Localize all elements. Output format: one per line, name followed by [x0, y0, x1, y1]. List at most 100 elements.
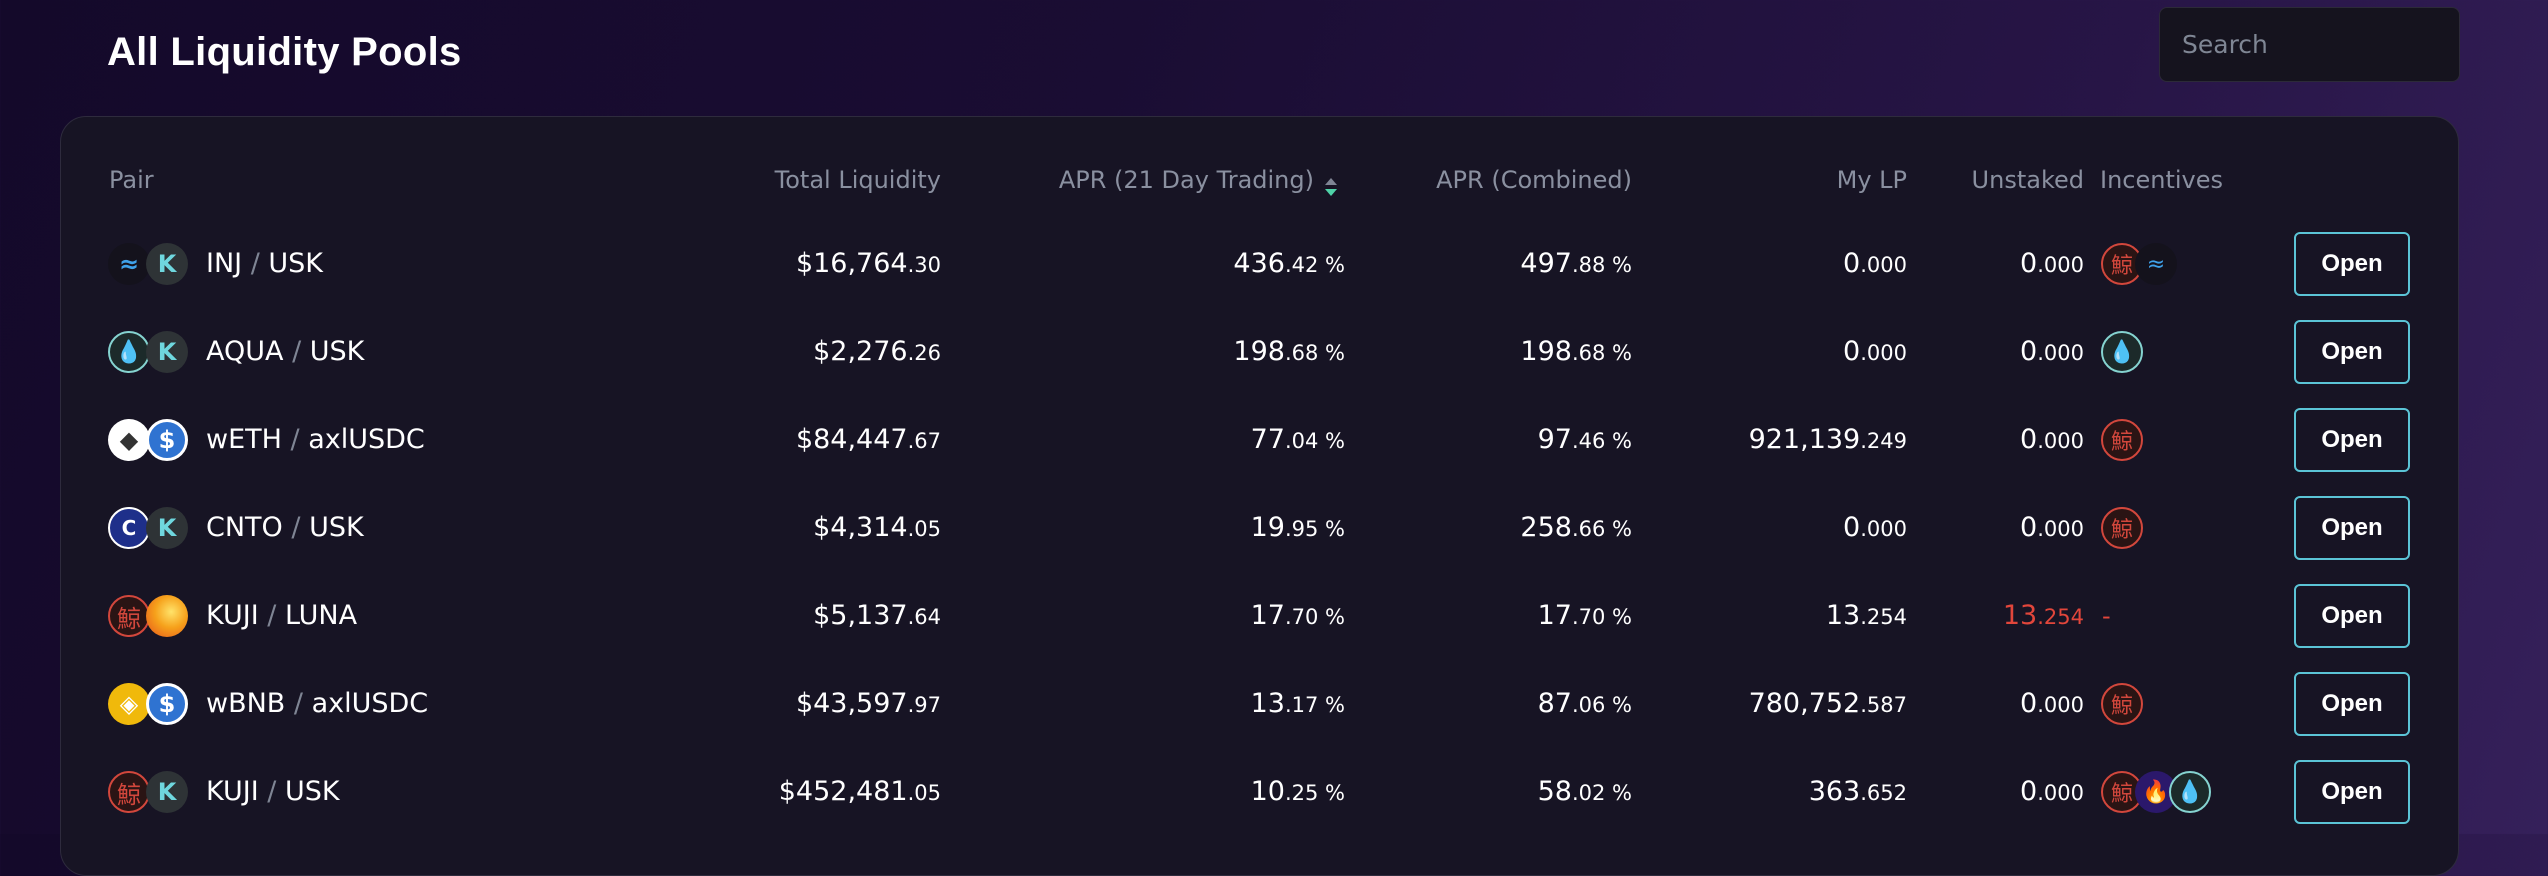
header-apr-combined[interactable]: APR (Combined)	[1436, 166, 1632, 194]
total-liquidity: $2,276.26	[813, 336, 941, 367]
apr-combined-integer: 17	[1537, 600, 1572, 631]
apr-trading-integer: 436	[1233, 248, 1285, 279]
apr-combined-integer: 58	[1537, 776, 1572, 807]
pair-name[interactable]: wBNB / axlUSDC	[206, 688, 428, 719]
pair-separator: /	[258, 776, 285, 807]
unstaked-decimals: .000	[2037, 429, 2084, 453]
apr-combined-decimals: .66 %	[1571, 517, 1632, 541]
pair-name[interactable]: KUJI / USK	[206, 776, 340, 807]
pair-separator: /	[281, 424, 309, 455]
sort-down-arrow	[1325, 189, 1337, 196]
my-lp-integer: 780,752	[1748, 688, 1861, 719]
unstaked: 0.000	[2020, 776, 2084, 807]
header-apr-trading[interactable]: APR (21 Day Trading)	[1058, 166, 1314, 194]
bnb-icon: ◈	[108, 683, 150, 725]
apr-trading-integer: 77	[1250, 424, 1285, 455]
usk-icon: K	[146, 507, 188, 549]
open-pool-button[interactable]: Open	[2294, 584, 2410, 648]
apr-trading-decimals: .17 %	[1284, 693, 1345, 717]
apr-trading-decimals: .04 %	[1284, 429, 1345, 453]
pair-separator: /	[242, 248, 269, 279]
apr-combined-decimals: .68 %	[1571, 341, 1632, 365]
my-lp-integer: 0	[1843, 248, 1861, 279]
open-pool-button[interactable]: Open	[2294, 496, 2410, 560]
my-lp-integer: 921,139	[1748, 424, 1861, 455]
apr-trading-integer: 10	[1250, 776, 1285, 807]
apr-combined-integer: 258	[1520, 512, 1572, 543]
pair-name[interactable]: wETH / axlUSDC	[206, 424, 425, 455]
my-lp-decimals: .000	[1860, 517, 1907, 541]
total-liquidity-decimals: .67	[907, 429, 941, 453]
aqua-drop-icon: 💧	[2169, 771, 2211, 813]
total-liquidity: $4,314.05	[813, 512, 941, 543]
apr-trading: 77.04 %	[1251, 424, 1345, 455]
pair-quote: axlUSDC	[311, 688, 429, 719]
ethereum-icon: ◆	[108, 419, 150, 461]
pair-name[interactable]: CNTO / USK	[206, 512, 364, 543]
unstaked: 0.000	[2020, 512, 2084, 543]
open-pool-button[interactable]: Open	[2294, 408, 2410, 472]
unstaked-integer: 0	[2020, 688, 2038, 719]
header-total-liquidity[interactable]: Total Liquidity	[774, 166, 941, 194]
pair-name[interactable]: KUJI / LUNA	[206, 600, 357, 631]
apr-combined: 258.66 %	[1520, 512, 1632, 543]
pair-name[interactable]: INJ / USK	[206, 248, 323, 279]
unstaked: 13.254	[2003, 600, 2084, 631]
header-my-lp[interactable]: My LP	[1836, 166, 1907, 194]
header-pair[interactable]: Pair	[109, 166, 154, 194]
table-row: ◆ $ wETH / axlUSDC $84,447.67 77.04 % 97.46 %…	[0, 396, 2548, 484]
total-liquidity: $43,597.97	[796, 688, 941, 719]
kuji-icon: 鯨	[108, 595, 150, 637]
apr-trading: 436.42 %	[1233, 248, 1345, 279]
open-pool-button[interactable]: Open	[2294, 760, 2410, 824]
open-pool-button[interactable]: Open	[2294, 232, 2410, 296]
search-input[interactable]	[2159, 7, 2460, 82]
header-unstaked[interactable]: Unstaked	[1971, 166, 2084, 194]
apr-combined: 497.88 %	[1520, 248, 1632, 279]
apr-trading: 13.17 %	[1251, 688, 1345, 719]
apr-combined-integer: 497	[1520, 248, 1572, 279]
pair-separator: /	[258, 600, 285, 631]
pair-base: CNTO	[206, 512, 283, 543]
apr-combined: 198.68 %	[1520, 336, 1632, 367]
table-row: 鯨 KUJI / LUNA $5,137.64 17.70 % 17.70 % 13.25…	[0, 572, 2548, 660]
pair-base: KUJI	[206, 776, 259, 807]
sort-descending-icon[interactable]	[1324, 176, 1338, 198]
pair-quote: USK	[268, 248, 323, 279]
my-lp: 0.000	[1843, 248, 1907, 279]
table-row: 💧 K AQUA / USK $2,276.26 198.68 % 198.68 % 0.0…	[0, 308, 2548, 396]
apr-combined-integer: 87	[1537, 688, 1572, 719]
my-lp: 0.000	[1843, 512, 1907, 543]
apr-trading-decimals: .95 %	[1284, 517, 1345, 541]
my-lp-decimals: .652	[1860, 781, 1907, 805]
pair-name[interactable]: AQUA / USK	[206, 336, 364, 367]
apr-trading-decimals: .70 %	[1284, 605, 1345, 629]
unstaked-decimals: .254	[2037, 605, 2084, 629]
injective-icon: ≈	[108, 243, 150, 285]
total-liquidity: $16,764.30	[796, 248, 941, 279]
pair-quote: USK	[284, 776, 340, 807]
unstaked-integer: 0	[2020, 512, 2038, 543]
unstaked-decimals: .000	[2037, 517, 2084, 541]
apr-trading: 10.25 %	[1251, 776, 1345, 807]
usk-icon: K	[146, 243, 188, 285]
apr-combined-integer: 97	[1537, 424, 1572, 455]
my-lp: 13.254	[1826, 600, 1907, 631]
my-lp: 921,139.249	[1749, 424, 1907, 455]
aqua-drop-icon: 💧	[2101, 331, 2143, 373]
apr-trading: 19.95 %	[1251, 512, 1345, 543]
kuji-icon: 鯨	[2101, 507, 2143, 549]
apr-combined: 58.02 %	[1538, 776, 1632, 807]
my-lp-decimals: .000	[1860, 253, 1907, 277]
unstaked-integer: 0	[2020, 336, 2038, 367]
unstaked: 0.000	[2020, 248, 2084, 279]
open-pool-button[interactable]: Open	[2294, 320, 2410, 384]
apr-trading-decimals: .25 %	[1284, 781, 1345, 805]
incentives-empty: -	[2102, 602, 2111, 630]
total-liquidity-integer: $84,447	[795, 424, 908, 455]
my-lp-integer: 363	[1808, 776, 1861, 807]
unstaked-integer: 0	[2020, 424, 2038, 455]
unstaked: 0.000	[2020, 688, 2084, 719]
pair-separator: /	[282, 512, 310, 543]
open-pool-button[interactable]: Open	[2294, 672, 2410, 736]
